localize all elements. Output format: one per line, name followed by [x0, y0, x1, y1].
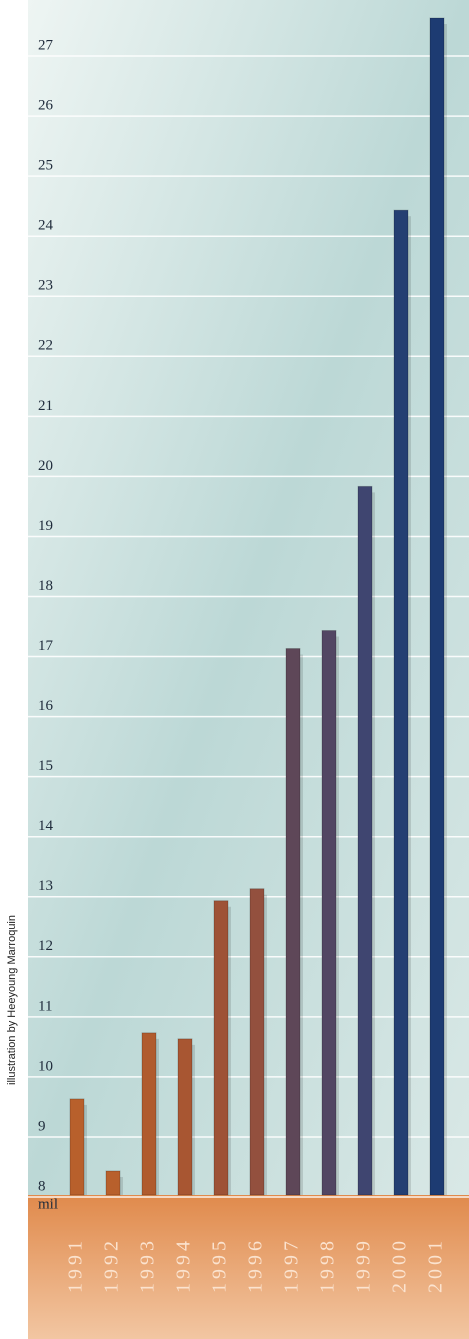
y-tick-label: 22 [38, 338, 53, 354]
x-tick-label: 1999 [353, 1237, 375, 1293]
y-tick-label: 13 [38, 878, 53, 894]
y-tick-label: 11 [38, 998, 52, 1014]
y-tick-label: 23 [38, 278, 53, 294]
x-tick-label: 1995 [209, 1237, 231, 1293]
x-tick-label: 1991 [65, 1237, 87, 1293]
y-tick-label: 16 [38, 698, 54, 714]
x-tick-label: 1992 [101, 1237, 123, 1293]
y-tick-label: 17 [38, 638, 54, 654]
x-tick-label: 1994 [173, 1237, 195, 1293]
y-tick-label: 15 [38, 758, 53, 774]
bar [69, 1098, 85, 1196]
y-tick-label: 12 [38, 938, 53, 954]
y-tick-label: 19 [38, 518, 53, 534]
y-tick-label: 27 [38, 37, 54, 53]
bar [285, 648, 301, 1196]
y-tick-label: 8 [38, 1178, 46, 1194]
y-tick-label: 24 [38, 218, 54, 234]
y-tick-label: 25 [38, 158, 53, 174]
bar [357, 485, 373, 1196]
y-tick-label: 14 [38, 818, 54, 834]
bar [249, 888, 265, 1196]
bar [429, 17, 445, 1196]
bar [141, 1032, 157, 1196]
x-tick-label: 2001 [425, 1237, 447, 1293]
x-tick-label: 2000 [389, 1237, 411, 1293]
bar [177, 1038, 193, 1196]
y-tick-label: 26 [38, 98, 54, 114]
unit-label: mil [38, 1196, 58, 1212]
bar [321, 630, 337, 1196]
credit: illustration by Heeyoung Marroquin [6, 915, 18, 1085]
y-tick-label: 10 [38, 1058, 53, 1074]
bar [393, 209, 409, 1196]
x-tick-label: 1998 [317, 1237, 339, 1293]
y-tick-label: 20 [38, 458, 53, 474]
x-tick-label: 1993 [137, 1237, 159, 1293]
axis-band [28, 1195, 469, 1339]
bar [105, 1170, 121, 1196]
x-tick-label: 1996 [245, 1237, 267, 1293]
y-tick-label: 9 [38, 1118, 46, 1134]
y-tick-label: 21 [38, 398, 53, 414]
bar [213, 900, 229, 1196]
y-tick-label: 18 [38, 578, 53, 594]
x-tick-label: 1997 [281, 1237, 303, 1293]
